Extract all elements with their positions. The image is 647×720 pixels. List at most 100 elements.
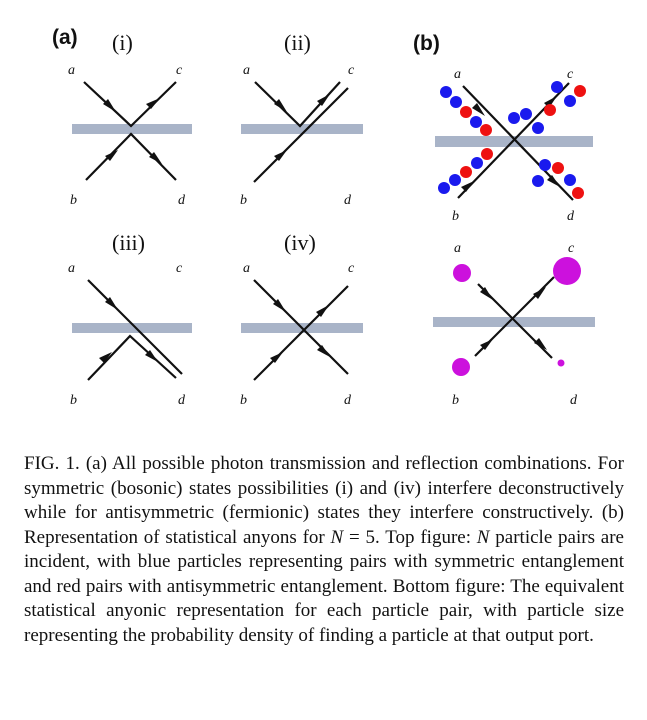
anyon-particle-b bbox=[452, 358, 470, 376]
subpanel-iv-label: (iv) bbox=[284, 230, 316, 255]
port-a: a bbox=[243, 63, 250, 78]
arrow-icon bbox=[472, 103, 485, 116]
symmetric-particle bbox=[508, 112, 520, 124]
port-b: b bbox=[240, 393, 247, 408]
beam-splitter bbox=[241, 124, 363, 134]
figure-caption: FIG. 1. (a) All possible photon transmis… bbox=[24, 452, 624, 648]
port-c: c bbox=[348, 261, 355, 276]
antisymmetric-particle bbox=[572, 187, 584, 199]
arrow-icon bbox=[145, 350, 158, 362]
symmetric-particle bbox=[438, 182, 450, 194]
caption-text-1: FIG. 1. (a) All possible photon transmis… bbox=[24, 453, 624, 548]
arrow-icon bbox=[317, 345, 330, 357]
arrow-icon bbox=[461, 181, 474, 192]
port-d: d bbox=[344, 193, 352, 208]
port-d: d bbox=[567, 209, 575, 224]
arrow-icon bbox=[105, 297, 118, 310]
symmetric-particle bbox=[564, 174, 576, 186]
arrow-icon bbox=[534, 338, 547, 350]
subpanel-i-label: (i) bbox=[112, 30, 133, 55]
arrow-icon bbox=[99, 352, 112, 363]
symmetric-particle bbox=[440, 86, 452, 98]
arrow-icon bbox=[105, 150, 118, 161]
arrow-icon bbox=[149, 152, 162, 164]
port-c: c bbox=[176, 63, 183, 78]
panel-a-tag: (a) bbox=[52, 26, 78, 49]
anyon-particle-a bbox=[453, 264, 471, 282]
port-b: b bbox=[70, 393, 77, 408]
symmetric-particle bbox=[520, 108, 532, 120]
caption-var-n: N bbox=[330, 526, 344, 548]
arrow-icon bbox=[146, 98, 160, 109]
antisymmetric-particle bbox=[481, 148, 493, 160]
symmetric-particle bbox=[564, 95, 576, 107]
symmetric-particle bbox=[449, 174, 461, 186]
arrow-icon bbox=[274, 150, 287, 161]
beam-path bbox=[85, 132, 177, 181]
arrow-icon bbox=[103, 99, 116, 112]
symmetric-particle bbox=[551, 81, 563, 93]
panel-b-bottom: a c b d bbox=[433, 241, 595, 408]
beam-path bbox=[87, 334, 177, 381]
port-a: a bbox=[68, 261, 75, 276]
arrow-icon bbox=[270, 352, 283, 363]
subpanel-iii-label: (iii) bbox=[112, 230, 145, 255]
symmetric-particle bbox=[539, 159, 551, 171]
symmetric-particle bbox=[450, 96, 462, 108]
arrow-icon bbox=[547, 175, 560, 187]
arrow-icon bbox=[480, 287, 493, 300]
antisymmetric-particle bbox=[552, 162, 564, 174]
beam-path bbox=[253, 279, 349, 375]
port-d: d bbox=[570, 393, 578, 408]
beam-path bbox=[87, 279, 183, 375]
port-a: a bbox=[454, 67, 461, 82]
beam-path bbox=[253, 87, 349, 183]
antisymmetric-particle bbox=[460, 106, 472, 118]
beam-splitter bbox=[72, 323, 192, 333]
arrow-icon bbox=[316, 305, 329, 317]
arrow-icon bbox=[273, 299, 286, 312]
antisymmetric-particle bbox=[544, 104, 556, 116]
panel-b-top: a c b d bbox=[435, 67, 593, 224]
beam-path bbox=[254, 81, 341, 128]
caption-equation: = 5. Top figure: bbox=[343, 526, 477, 548]
antisymmetric-particle bbox=[460, 166, 472, 178]
subpanel-iv: (iv) a c b d bbox=[240, 230, 363, 408]
symmetric-particle bbox=[470, 116, 482, 128]
symmetric-particle bbox=[471, 157, 483, 169]
arrow-icon bbox=[317, 94, 330, 106]
port-b: b bbox=[452, 209, 459, 224]
port-d: d bbox=[178, 193, 186, 208]
port-a: a bbox=[243, 261, 250, 276]
anyon-particle-d bbox=[557, 359, 565, 367]
beam-splitter bbox=[433, 317, 595, 327]
beam-splitter bbox=[72, 124, 192, 134]
port-b: b bbox=[452, 393, 459, 408]
port-c: c bbox=[567, 67, 574, 82]
caption-var-n-2: N bbox=[476, 526, 490, 548]
subpanel-i: (i) a c b d bbox=[68, 30, 192, 208]
port-c: c bbox=[568, 241, 575, 256]
panel-b-tag: (b) bbox=[413, 32, 440, 55]
port-c: c bbox=[176, 261, 183, 276]
arrow-icon bbox=[533, 287, 546, 299]
subpanel-ii: (ii) a c b d bbox=[240, 30, 363, 208]
arrow-icon bbox=[274, 99, 287, 112]
subpanel-iii: (iii) a c b d bbox=[68, 230, 192, 408]
arrow-icon bbox=[480, 339, 493, 350]
subpanel-ii-label: (ii) bbox=[284, 30, 311, 55]
symmetric-particle bbox=[532, 175, 544, 187]
symmetric-particle bbox=[532, 122, 544, 134]
antisymmetric-particle bbox=[574, 85, 586, 97]
anyon-particle-c bbox=[553, 257, 581, 285]
beam-path bbox=[83, 81, 177, 128]
antisymmetric-particle bbox=[480, 124, 492, 136]
port-a: a bbox=[68, 63, 75, 78]
port-b: b bbox=[240, 193, 247, 208]
caption-text-2: particle pairs are incident, with blue p… bbox=[24, 526, 624, 646]
beam-path bbox=[253, 285, 349, 381]
port-d: d bbox=[344, 393, 352, 408]
port-a: a bbox=[454, 241, 461, 256]
port-c: c bbox=[348, 63, 355, 78]
figure: (a) (b) (i) a c b d (ii) a c b d (iii) a… bbox=[52, 26, 595, 408]
